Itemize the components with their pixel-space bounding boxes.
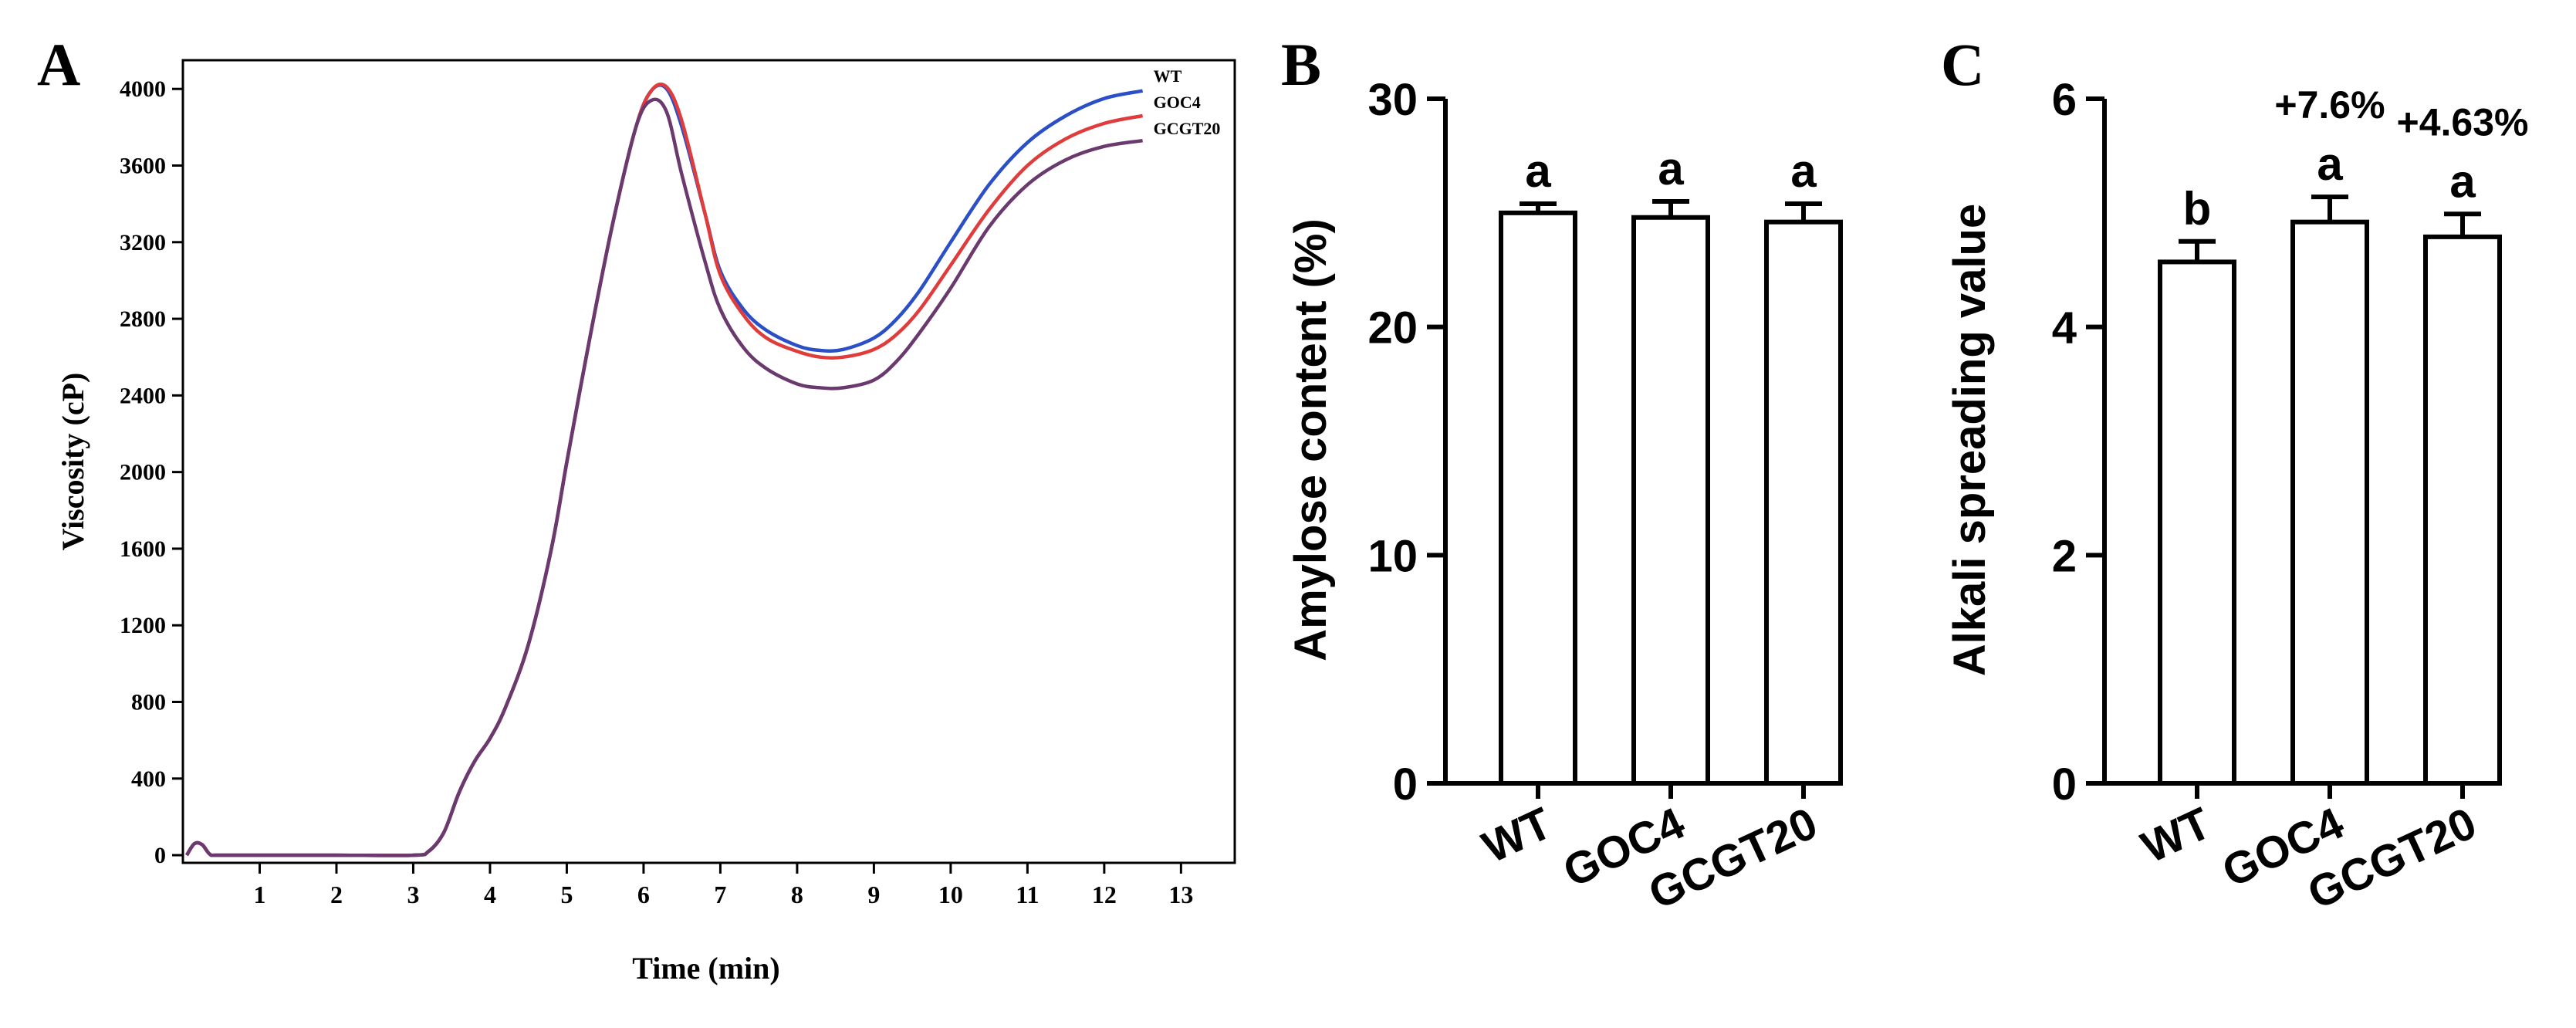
x-tick-label: WT xyxy=(2134,798,2218,873)
bar-goc4 xyxy=(2290,219,2369,786)
panel-a-y-axis: 0 400 800 1200 1600 2000 2400 2800 3200 3600 4000 xyxy=(120,76,183,868)
panel-c-label: C xyxy=(1941,31,1984,98)
y-tick-label: 1600 xyxy=(120,536,166,562)
x-tick-label: 4 xyxy=(484,881,496,908)
x-tick-label: 7 xyxy=(714,881,726,908)
significance-letter: a xyxy=(1525,145,1551,197)
percent-change-label: +4.63% xyxy=(2397,100,2529,144)
y-tick-label: 1200 xyxy=(120,613,166,638)
panel-a-x-axis: 1 2 3 4 5 6 7 8 9 10 11 12 13 xyxy=(253,863,1193,908)
y-tick-label: 20 xyxy=(1367,303,1418,353)
y-tick-label: 2 xyxy=(2052,531,2077,581)
panel-c-y-axis-title: Alkali spreading value xyxy=(1945,204,1995,676)
y-tick-label: 10 xyxy=(1367,531,1418,581)
significance-letter: b xyxy=(2183,183,2212,235)
y-tick-label: 2800 xyxy=(120,306,166,332)
x-tick-label: 5 xyxy=(560,881,573,908)
y-tick-label: 3200 xyxy=(120,230,166,255)
panel-b-label: B xyxy=(1281,31,1321,98)
x-tick-label: 10 xyxy=(938,881,963,908)
bar-gcgt20 xyxy=(2423,234,2502,786)
y-tick-label: 30 xyxy=(1367,75,1418,125)
x-tick-label: 3 xyxy=(407,881,419,908)
series-line-wt xyxy=(185,83,1144,857)
y-tick-label: 0 xyxy=(154,843,166,868)
x-tick-label: 9 xyxy=(867,881,880,908)
significance-letter: a xyxy=(1790,145,1817,197)
panel-a-frame xyxy=(181,59,1236,864)
x-tick-label: 13 xyxy=(1168,881,1193,908)
bar-wt xyxy=(1499,210,1577,786)
x-tick-label: 2 xyxy=(330,881,343,908)
y-tick-label: 6 xyxy=(2052,75,2077,125)
panel-a-series xyxy=(185,82,1144,857)
percent-change-label: +7.6% xyxy=(2274,83,2385,127)
bar-wt xyxy=(2158,259,2236,786)
panel-a-y-axis-title: Viscosity (cP) xyxy=(56,373,90,551)
legend-entry-wt: WT xyxy=(1154,66,1182,86)
panel-a-label: A xyxy=(37,31,80,98)
x-tick-label: WT xyxy=(1475,798,1559,873)
significance-letter: a xyxy=(2449,155,2476,207)
panel-b-y-axis-title: Amylose content (%) xyxy=(1286,218,1336,661)
y-tick-label: 800 xyxy=(131,690,166,715)
series-line-gcgt20 xyxy=(185,97,1143,857)
panel-b-y-axis: 0 10 20 30 xyxy=(1367,75,1445,810)
y-tick-label: 400 xyxy=(131,766,166,792)
x-tick-label: 6 xyxy=(637,881,650,908)
y-tick-label: 4 xyxy=(2052,303,2077,353)
y-tick-label: 4000 xyxy=(120,76,166,102)
y-tick-label: 2000 xyxy=(120,460,166,485)
x-tick-label: 1 xyxy=(253,881,265,908)
legend-entry-goc4: GOC4 xyxy=(1154,93,1201,112)
bar-gcgt20 xyxy=(1764,219,1843,786)
bar-goc4 xyxy=(1631,215,1710,786)
significance-letter: a xyxy=(2317,138,2343,190)
significance-letter: a xyxy=(1658,143,1684,194)
x-tick-label: 8 xyxy=(791,881,803,908)
series-line-goc4 xyxy=(185,82,1144,857)
y-tick-label: 2400 xyxy=(120,383,166,408)
panel-a-x-axis-title: Time (min) xyxy=(632,951,779,986)
panel-a: A 0 400 800 1200 1600 2000 2400 2800 3200 3600 400… xyxy=(37,31,1236,986)
y-tick-label: 3600 xyxy=(120,154,166,179)
panel-a-legend: WT GOC4 GCGT20 xyxy=(1154,66,1221,138)
panel-c-y-axis: 0 2 4 6 xyxy=(2052,75,2104,810)
x-tick-label: 11 xyxy=(1016,881,1039,908)
y-tick-label: 0 xyxy=(1393,759,1418,810)
x-tick-label: 12 xyxy=(1092,881,1117,908)
y-tick-label: 0 xyxy=(2052,759,2077,810)
legend-entry-gcgt20: GCGT20 xyxy=(1154,119,1221,138)
